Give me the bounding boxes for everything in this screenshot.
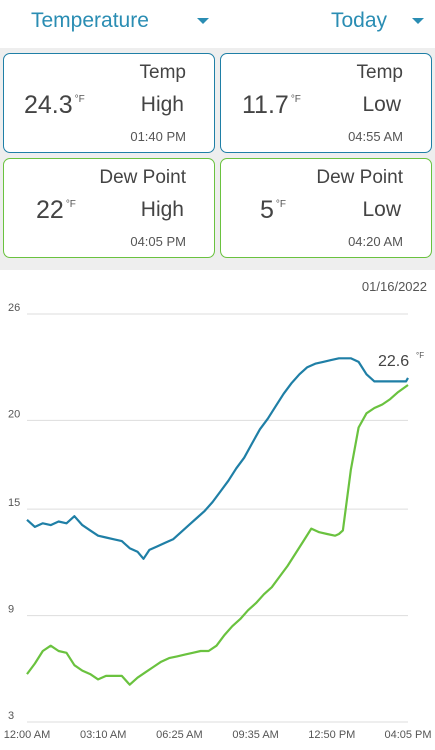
temp-low-card[interactable]: Temp 11.7 °F Low 04:55 AM — [220, 53, 432, 153]
card-title: Temp — [139, 62, 186, 83]
temperature-chart[interactable]: 3 9 15 20 26 12:00 AM 03:10 AM 06:25 AM 09:35 AM… — [0, 300, 435, 750]
dew-point-high-card[interactable]: Dew Point 22 °F High 04:05 PM — [3, 158, 215, 258]
metric-dropdown[interactable]: Temperature — [31, 9, 209, 33]
card-unit: °F — [74, 94, 85, 105]
y-tick-label: 3 — [8, 710, 14, 722]
range-dropdown-label: Today — [331, 9, 388, 32]
card-time: 04:55 AM — [348, 129, 403, 144]
x-tick-label: 04:05 PM — [384, 729, 431, 741]
card-value: 24.3 °F — [24, 91, 85, 119]
x-tick-label: 12:50 PM — [308, 729, 355, 741]
card-time: 04:20 AM — [348, 234, 403, 249]
x-tick-label: 12:00 AM — [4, 729, 50, 741]
card-time: 04:05 PM — [130, 234, 186, 249]
top-bar: Temperature Today — [0, 0, 435, 48]
last-value-unit: °F — [416, 351, 424, 360]
summary-cards: Temp 24.3 °F High 01:40 PM Temp 11.7 °F Lo… — [0, 48, 435, 270]
card-unit: °F — [290, 94, 301, 105]
temp-high-card[interactable]: Temp 24.3 °F High 01:40 PM — [3, 53, 215, 153]
card-value: 5 °F — [260, 196, 287, 224]
card-time: 01:40 PM — [130, 129, 186, 144]
caret-down-icon — [412, 18, 425, 24]
dew-point-low-card[interactable]: Dew Point 5 °F Low 04:20 AM — [220, 158, 432, 258]
card-value: 22 °F — [36, 196, 76, 224]
card-level: Low — [362, 93, 401, 116]
card-unit: °F — [275, 199, 287, 210]
x-tick-label: 03:10 AM — [80, 729, 126, 741]
temperature-series-line — [26, 357, 409, 560]
card-unit: °F — [65, 199, 76, 210]
y-tick-label: 26 — [8, 302, 20, 314]
x-tick-label: 09:35 AM — [232, 729, 278, 741]
card-title: Dew Point — [316, 167, 403, 188]
card-level: High — [140, 93, 184, 116]
x-tick-label: 06:25 AM — [156, 729, 202, 741]
caret-down-icon — [196, 18, 209, 24]
card-title: Dew Point — [99, 167, 186, 188]
metric-dropdown-label: Temperature — [31, 9, 149, 32]
card-level: Low — [362, 198, 401, 221]
y-tick-label: 20 — [8, 408, 20, 420]
y-tick-label: 15 — [8, 497, 20, 509]
dew-point-series-line — [26, 384, 409, 686]
card-title: Temp — [356, 62, 403, 83]
last-value-label: 22.6 — [378, 353, 409, 370]
range-dropdown[interactable]: Today — [331, 9, 425, 33]
y-tick-label: 9 — [8, 604, 14, 616]
card-level: High — [140, 198, 184, 221]
card-value: 11.7 °F — [242, 91, 301, 119]
chart-date: 01/16/2022 — [361, 279, 427, 294]
